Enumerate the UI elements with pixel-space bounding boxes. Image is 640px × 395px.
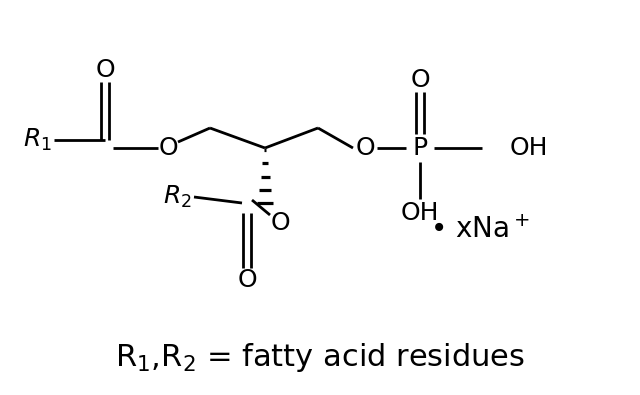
Text: OH: OH (401, 201, 439, 225)
Text: $R_2$: $R_2$ (163, 184, 192, 210)
Text: OH: OH (510, 136, 548, 160)
Text: • xNa$^+$: • xNa$^+$ (430, 216, 530, 244)
Text: R$_1$,R$_2$ = fatty acid residues: R$_1$,R$_2$ = fatty acid residues (115, 340, 525, 374)
Text: O: O (95, 58, 115, 82)
Text: $R_1$: $R_1$ (23, 127, 52, 153)
Text: O: O (237, 268, 257, 292)
Text: O: O (158, 136, 178, 160)
Text: P: P (412, 136, 428, 160)
Text: O: O (270, 211, 290, 235)
Text: O: O (355, 136, 375, 160)
Text: O: O (410, 68, 430, 92)
